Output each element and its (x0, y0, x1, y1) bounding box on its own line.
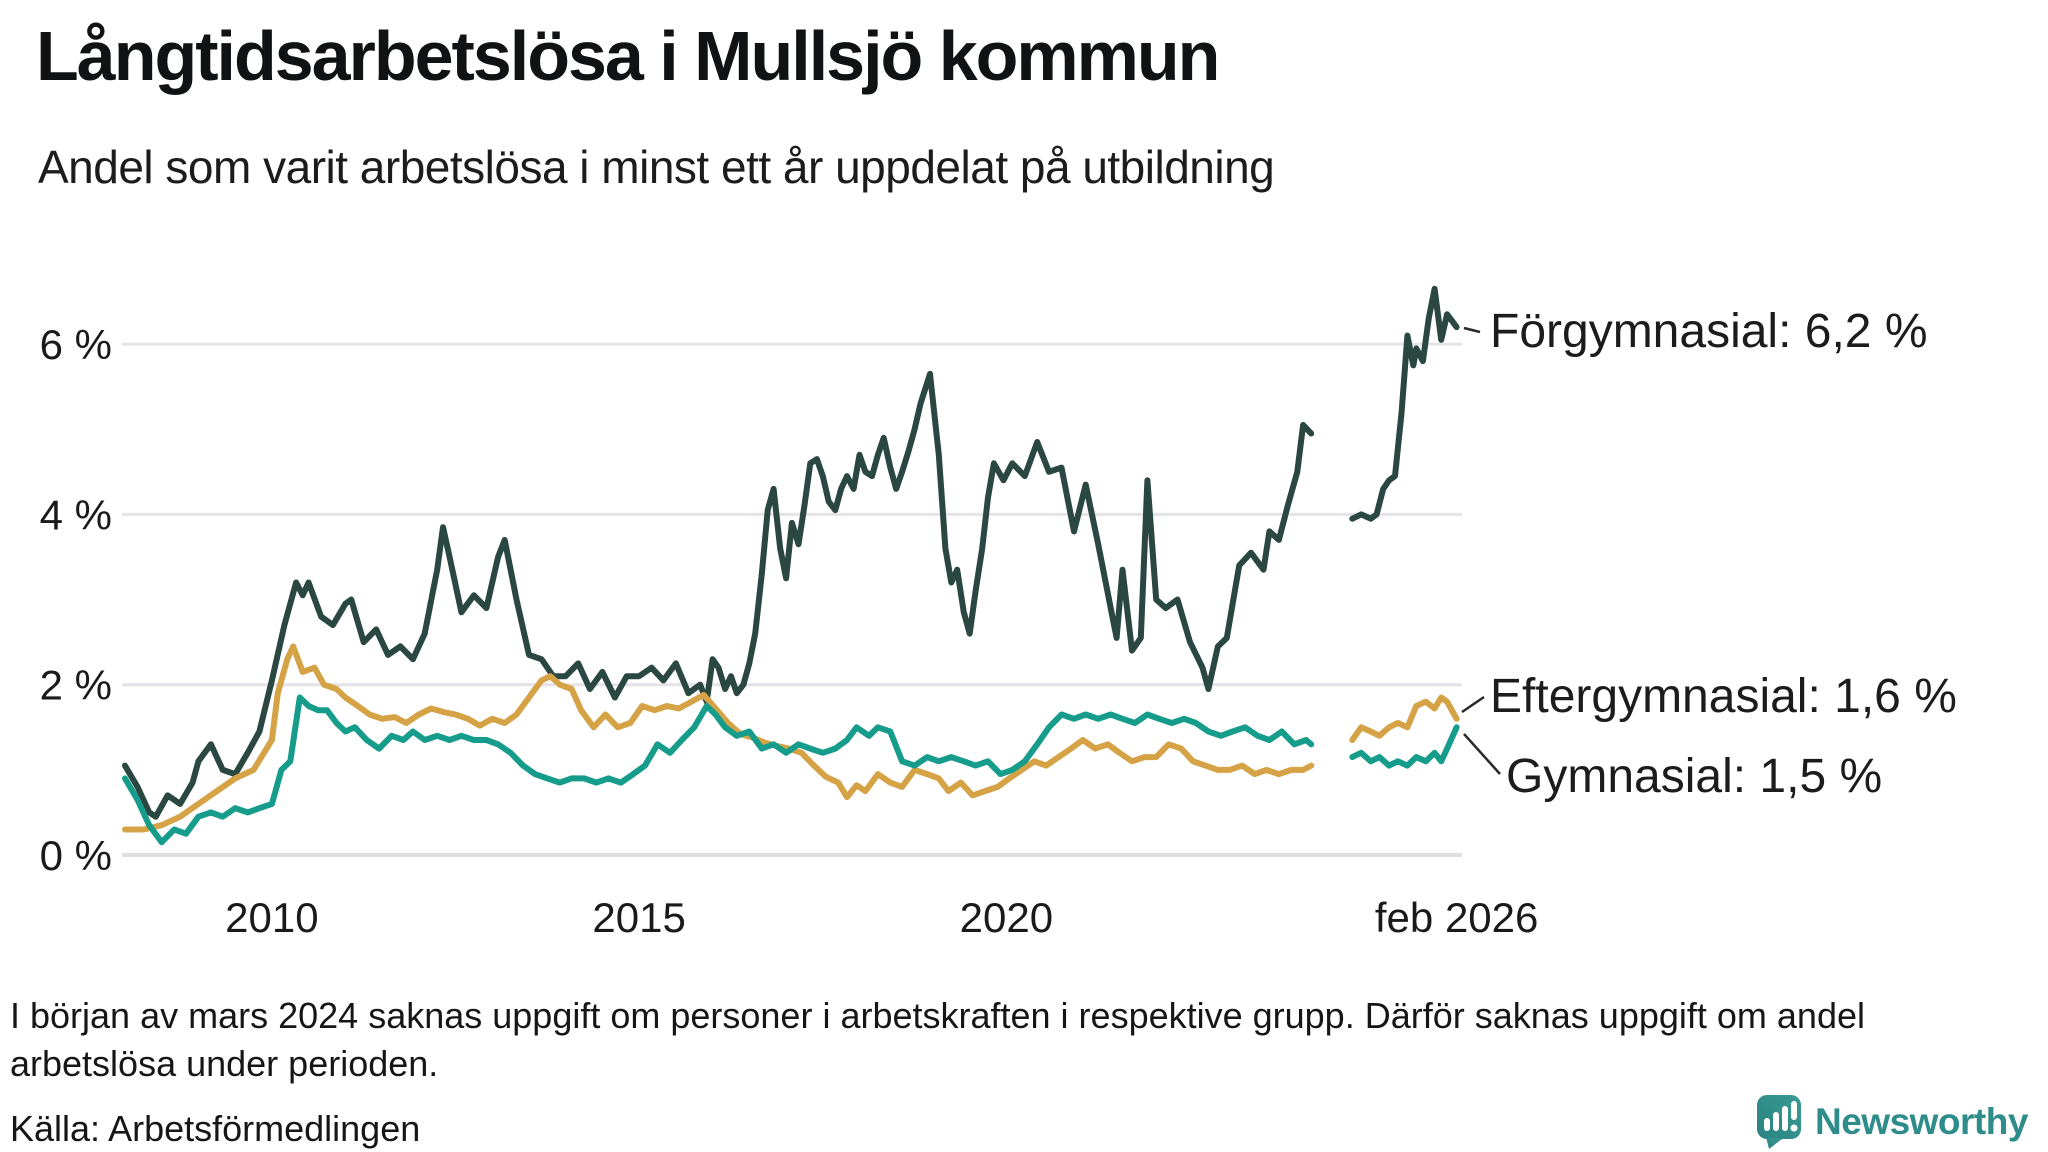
y-axis-labels: 0 % 2 % 4 % 6 % (40, 321, 112, 879)
series-line-förgymnasial-after-gap (1349, 285, 1460, 522)
series-end-label-forgymnasial: Förgymnasial: 6,2 % (1490, 305, 1928, 358)
newsworthy-speech-bubble-icon (1757, 1095, 1801, 1149)
y-tick-label-4: 4 % (40, 491, 112, 538)
series-line-eftergymnasial-after-gap (1349, 694, 1460, 743)
y-tick-label-0: 0 % (40, 832, 112, 879)
page-subtitle: Andel som varit arbetslösa i minst ett å… (38, 141, 1275, 193)
x-axis-labels: 2010 2015 2020 feb 2026 (225, 894, 1538, 941)
series-line-gymnasial-after-gap (1349, 724, 1460, 769)
leader-line-forgymnasial (1463, 326, 1481, 334)
series-line-gymnasial (122, 694, 1315, 846)
series-end-label-eftergymnasial: Eftergymnasial: 1,6 % (1490, 670, 1957, 723)
y-tick-label-2: 2 % (40, 662, 112, 709)
newsworthy-logo-text: Newsworthy (1815, 1101, 2028, 1142)
series-line-eftergymnasial (122, 643, 1315, 833)
y-tick-label-6: 6 % (40, 321, 112, 368)
newsworthy-logo: Newsworthy (1756, 1094, 2028, 1150)
leader-line-eftergymnasial (1461, 695, 1485, 714)
series-line-förgymnasial (122, 370, 1315, 820)
x-tick-label-feb-2026: feb 2026 (1375, 894, 1539, 941)
series-lines (122, 285, 1460, 846)
source-label: Källa: Arbetsförmedlingen (10, 1108, 421, 1149)
x-tick-label-2020: 2020 (960, 894, 1053, 941)
footnote: I början av mars 2024 saknas uppgift om … (10, 995, 1865, 1084)
page-title: Långtidsarbetslösa i Mullsjö kommun (36, 17, 1220, 95)
series-end-label-gymnasial: Gymnasial: 1,5 % (1506, 750, 1882, 803)
x-tick-label-2010: 2010 (225, 894, 318, 941)
leader-line-gymnasial (1463, 733, 1501, 775)
x-tick-label-2015: 2015 (592, 894, 685, 941)
gridlines (122, 342, 1462, 857)
